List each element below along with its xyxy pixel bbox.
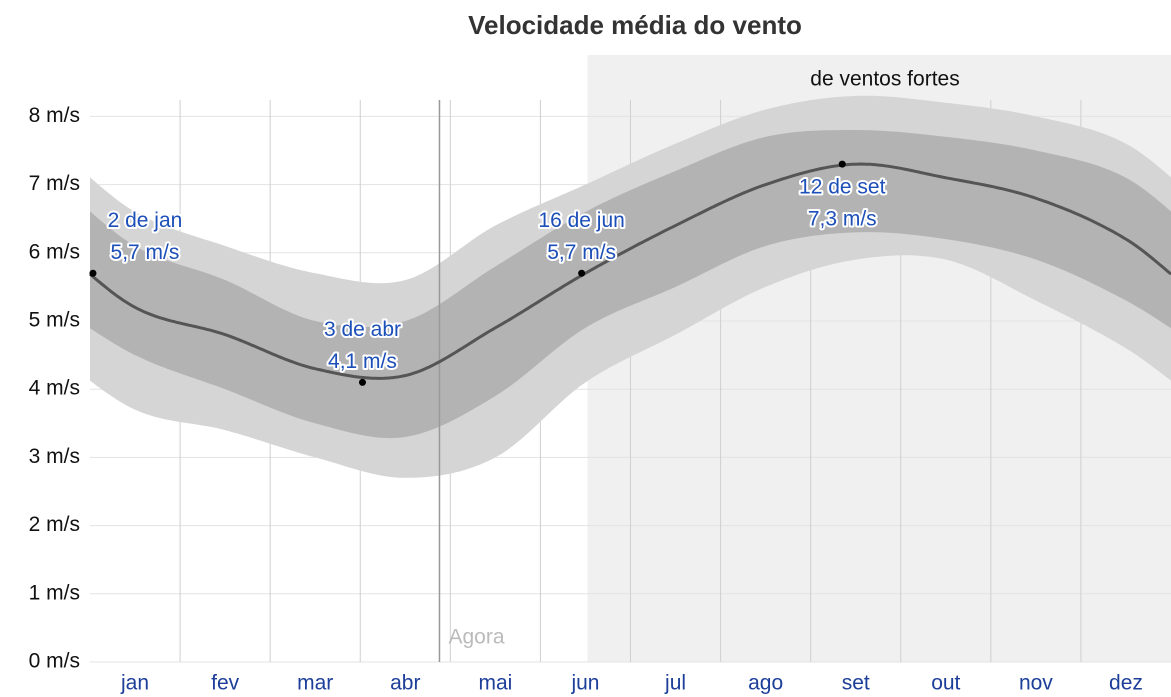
annotation-value: 5,7 m/s: [547, 241, 616, 264]
y-tick-label: 7 m/s: [29, 172, 80, 195]
x-tick-label: jan: [120, 672, 149, 695]
y-tick-label: 6 m/s: [29, 240, 80, 263]
y-tick-label: 1 m/s: [29, 581, 80, 604]
annotation-point: [578, 269, 586, 277]
y-tick-label: 8 m/s: [29, 104, 80, 127]
y-tick-label: 3 m/s: [29, 445, 80, 468]
region-label: de ventos fortes: [810, 68, 959, 91]
x-tick-label: fev: [211, 672, 240, 695]
x-tick-label: dez: [1109, 672, 1143, 695]
x-tick-label: jul: [664, 672, 686, 695]
x-tick-label: mai: [478, 672, 512, 695]
mean-line: [89, 162, 1171, 380]
annotation-value: 5,7 m/s: [111, 241, 180, 264]
y-tick-label: 2 m/s: [29, 513, 80, 536]
annotation-value: 4,1 m/s: [328, 350, 397, 373]
annotation-date: 12 de set: [799, 176, 886, 199]
x-tick-label: jun: [570, 672, 599, 695]
x-tick-label: set: [842, 672, 870, 695]
annotation-date: 3 de abr: [324, 318, 401, 341]
now-label: Agora: [448, 626, 504, 649]
x-tick-label: nov: [1019, 672, 1053, 695]
x-tick-label: ago: [748, 672, 783, 695]
band: [90, 130, 1171, 439]
annotation-point: [358, 378, 366, 386]
annotation-date: 2 de jan: [108, 209, 183, 232]
y-tick-label: 5 m/s: [29, 309, 80, 332]
x-tick-label: out: [931, 672, 960, 695]
annotation-point: [838, 160, 846, 168]
y-tick-label: 4 m/s: [29, 377, 80, 400]
x-tick-label: abr: [390, 672, 420, 695]
chart-title: Velocidade média do vento: [468, 10, 802, 40]
x-tick-label: mar: [297, 672, 333, 695]
annotation-date: 16 de jun: [538, 209, 624, 232]
y-tick-label: 0 m/s: [29, 650, 80, 673]
annotation-value: 7,3 m/s: [808, 208, 877, 231]
annotation-point: [89, 269, 97, 277]
